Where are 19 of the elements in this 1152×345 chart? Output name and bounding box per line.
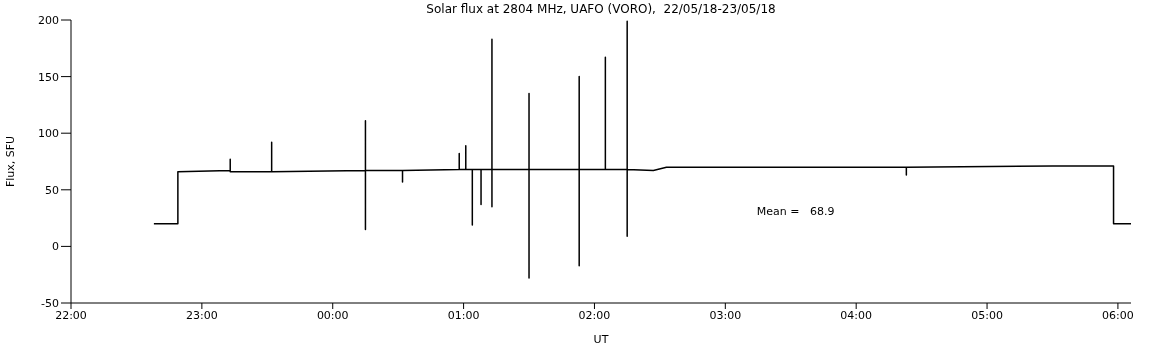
y-tick-label: 50 <box>45 183 59 197</box>
x-tick-label: 23:00 <box>186 308 218 322</box>
x-axis-title: UT <box>593 333 609 345</box>
chart-title: Solar flux at 2804 MHz, UAFO (VORO), 22/05/18-23/05/18 <box>426 2 776 16</box>
x-tick-label: 04:00 <box>840 308 873 322</box>
x-tick-label: 22:00 <box>55 308 87 322</box>
annotation: Mean = 68.9 <box>756 205 835 219</box>
y-tick-label: -50 <box>41 296 59 310</box>
y-axis-title: Flux, SFU <box>3 135 17 188</box>
y-tick-label: 200 <box>38 13 59 27</box>
y-tick-label: 100 <box>38 127 59 141</box>
x-tick-label: 05:00 <box>971 308 1003 322</box>
y-tick-label: 0 <box>52 240 59 254</box>
x-tick-label: 06:00 <box>1102 308 1134 322</box>
x-tick-label: 03:00 <box>709 308 742 322</box>
x-tick-label: 02:00 <box>578 308 611 322</box>
x-tick-label: 00:00 <box>316 308 349 322</box>
y-tick-label: 150 <box>38 70 59 84</box>
x-tick-label: 01:00 <box>447 308 480 322</box>
